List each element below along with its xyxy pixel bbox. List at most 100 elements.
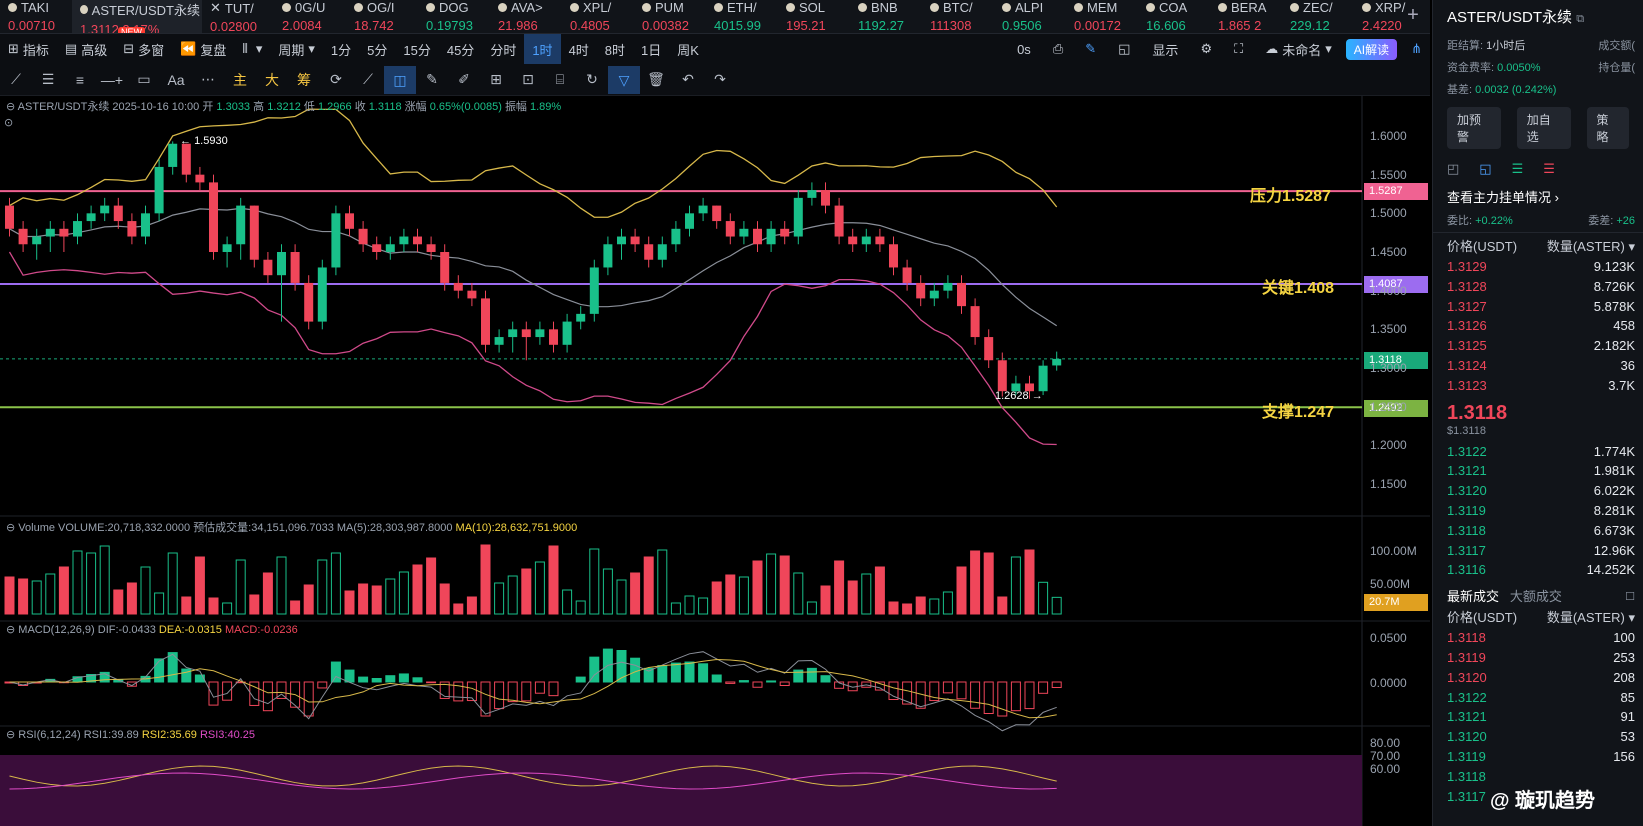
draw-tool-icon[interactable]: ⟋ [11, 71, 21, 87]
ticker-tab[interactable]: BERA 1.865 2 [1210, 0, 1282, 33]
draw-tool-icon[interactable]: ✐ [458, 71, 470, 87]
order-row[interactable]: 1.3116 14.252K [1433, 560, 1643, 580]
view-both-icon[interactable]: ◰ [1447, 161, 1460, 176]
order-row[interactable]: 1.3127 5.878K [1433, 297, 1643, 317]
toolbar-item[interactable]: 5分 [359, 34, 395, 64]
toolbar-item[interactable]: 15分 [395, 34, 438, 64]
toolbar-item[interactable]: ⊞ 指标 [0, 34, 57, 64]
ticker-tab[interactable]: XPL/0.4805 [562, 0, 634, 33]
order-row[interactable]: 1.3119 8.281K [1433, 501, 1643, 521]
draw-tool-icon[interactable]: ◫ [384, 65, 416, 94]
tab-large-trades[interactable]: 大额成交 [1509, 589, 1562, 605]
ai-interpret-button[interactable]: AI解读 [1345, 38, 1398, 60]
draw-tool-icon[interactable]: Aa [167, 71, 185, 88]
order-row[interactable]: 1.3120 6.022K [1433, 481, 1643, 501]
copy-icon[interactable]: ⧉ [1576, 13, 1585, 25]
order-row[interactable]: 1.3117 [1433, 787, 1643, 807]
chart-area[interactable]: ⊖ ASTER/USDT永续 2025-10-16 10:00 开 1.3033… [0, 96, 1430, 826]
draw-tool-icon[interactable]: 🗑 [647, 71, 665, 87]
toolbar-item[interactable]: 1时 [524, 34, 561, 64]
ticker-tab[interactable]: ALPI 0.9506 [994, 0, 1066, 33]
toolbar-item[interactable]: ⏪ 复盘 [172, 34, 234, 64]
add-tab-button[interactable]: + [1407, 4, 1419, 26]
toolbar-item[interactable]: 分时 [482, 34, 524, 64]
draw-tool-icon[interactable]: ⊞ [490, 71, 502, 87]
ticker-tab[interactable]: ZEC/229.12 [1282, 0, 1354, 33]
toolbar-item[interactable]: 45分 [439, 34, 482, 64]
ticker-tab[interactable]: ✕ TUT/0.02800 [202, 0, 274, 33]
order-row[interactable]: 1.3126 458 [1433, 316, 1643, 336]
ticker-tab[interactable]: BTC/111308 [922, 0, 994, 33]
order-row[interactable]: 1.3121 1.981K [1433, 461, 1643, 481]
toolbar-item[interactable]: 1分 [323, 34, 359, 64]
add-watchlist-button[interactable]: 加自选 [1516, 107, 1571, 149]
order-row[interactable]: 1.3129 9.123K [1433, 257, 1643, 277]
ticker-tab[interactable]: DOG 0.19793 [418, 0, 490, 33]
ticker-tab[interactable]: XRP/2.4220 [1354, 0, 1426, 33]
tab-latest-trades[interactable]: 最新成交 [1447, 589, 1500, 605]
draw-tool-icon[interactable]: ⟳ [330, 71, 342, 87]
draw-tool-icon[interactable]: ⟋ [363, 71, 373, 87]
trades-qty-header[interactable]: 数量(ASTER) [1546, 610, 1625, 626]
draw-tool-icon[interactable]: ↶ [682, 71, 694, 87]
ticker-tab[interactable]: 0G/U 2.0084 [274, 0, 346, 33]
bell-icon[interactable]: ⊖ [6, 729, 16, 741]
collapse-icon[interactable]: ⊖ [6, 522, 16, 534]
order-row[interactable]: 1.3118 100 [1433, 628, 1643, 648]
checkbox[interactable]: ☐ [1625, 591, 1635, 604]
strategy-button[interactable]: 策略 [1586, 107, 1629, 149]
draw-tool-icon[interactable]: 大 [265, 71, 279, 88]
view-split-icon[interactable]: ◱ [1479, 161, 1492, 176]
order-row[interactable]: 1.3125 2.182K [1433, 336, 1643, 356]
add-alert-button[interactable]: 加预警 [1447, 107, 1501, 149]
layout-icon[interactable]: ◱ [1118, 41, 1131, 56]
toolbar-item[interactable]: 1日 [633, 34, 669, 64]
toolbar-item[interactable]: 周期 ▾ [270, 34, 323, 64]
draw-tool-icon[interactable]: 主 [233, 71, 247, 88]
qty-header[interactable]: 数量(ASTER) [1546, 239, 1625, 254]
main-orders-link[interactable]: 查看主力挂单情况 › [1447, 190, 1559, 205]
draw-tool-icon[interactable]: ▽ [608, 65, 640, 94]
order-row[interactable]: 1.3121 91 [1433, 707, 1643, 727]
draw-tool-icon[interactable]: ↷ [714, 71, 726, 87]
order-row[interactable]: 1.3118 [1433, 767, 1643, 787]
draw-tool-icon[interactable]: ☰ [41, 71, 55, 87]
draw-tool-icon[interactable]: ▭ [137, 71, 151, 87]
draw-tool-icon[interactable]: 筹 [297, 71, 311, 88]
expand-icon[interactable]: ⊙ [4, 117, 14, 129]
toolbar-item[interactable]: 周K [669, 34, 707, 64]
draw-tool-icon[interactable]: ≡ [75, 71, 85, 88]
order-row[interactable]: 1.3118 6.673K [1433, 521, 1643, 541]
speed-label[interactable]: 0s [1017, 41, 1031, 57]
collapse-icon[interactable]: ⊖ [6, 101, 16, 113]
ticker-tab[interactable]: MEM 0.00172 [1066, 0, 1138, 33]
order-row[interactable]: 1.3120 53 [1433, 727, 1643, 747]
close-icon[interactable]: ✕ [210, 0, 221, 15]
ticker-tab[interactable]: ETH/4015.99 [706, 0, 778, 33]
ticker-tab[interactable]: COA 16.606 [1138, 0, 1210, 33]
share-icon[interactable]: ⋔ [1411, 41, 1422, 56]
candlestick-chart[interactable] [0, 96, 1430, 826]
toolbar-item[interactable]: ⫴ ▾ [234, 34, 270, 64]
order-row[interactable]: 1.3120 208 [1433, 668, 1643, 688]
ticker-tab[interactable]: TAKI 0.00710 [0, 0, 72, 33]
view-asks-icon[interactable]: ☰ [1543, 161, 1555, 176]
order-row[interactable]: 1.3119 253 [1433, 648, 1643, 668]
view-bids-icon[interactable]: ☰ [1511, 161, 1524, 176]
ticker-tab[interactable]: BNB 1192.27 [850, 0, 922, 33]
toolbar-item[interactable]: 4时 [561, 34, 597, 64]
draw-tool-icon[interactable]: ✎ [426, 71, 438, 87]
order-row[interactable]: 1.3119 156 [1433, 747, 1643, 767]
toolbar-item[interactable]: 8时 [597, 34, 633, 64]
ticker-tab[interactable]: AVA> 21.986 [490, 0, 562, 33]
draw-tool-icon[interactable]: —+ [100, 71, 124, 88]
ticker-tab[interactable]: PUM 0.00382 [634, 0, 706, 33]
fullscreen-icon[interactable]: ⛶ [1234, 41, 1244, 56]
cloud-layout-button[interactable]: ☁ 未命名 ▾ [1265, 41, 1332, 58]
ticker-tab[interactable]: SOL 195.21 [778, 0, 850, 33]
toolbar-item[interactable]: ▤ 高级 [57, 34, 115, 64]
pen-icon[interactable]: ✎ [1085, 41, 1097, 56]
order-row[interactable]: 1.3117 12.96K [1433, 541, 1643, 561]
draw-tool-icon[interactable]: ↻ [586, 71, 598, 87]
